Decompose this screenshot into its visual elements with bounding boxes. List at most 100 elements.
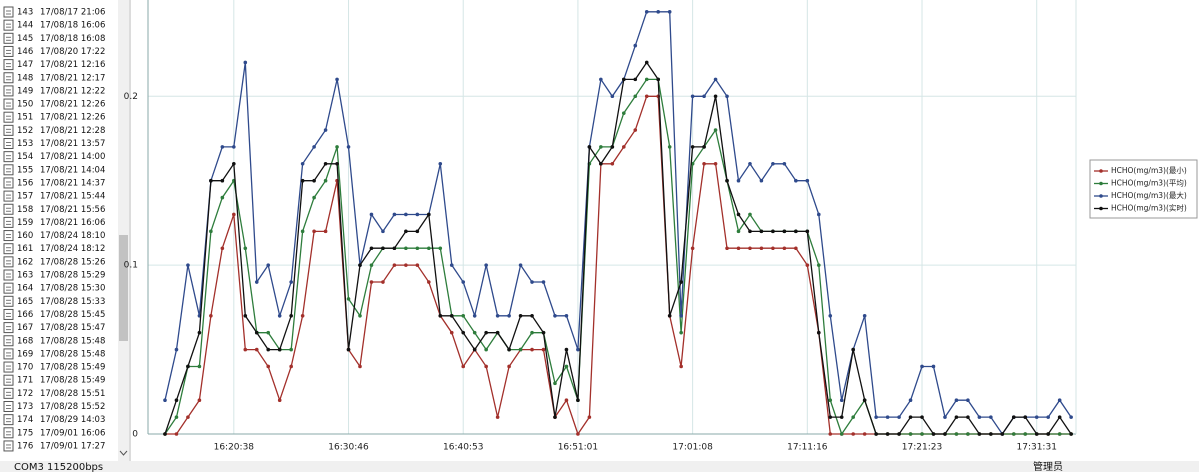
record-icon[interactable] [3, 124, 14, 136]
record-id[interactable]: 171 [17, 376, 33, 386]
record-time[interactable]: 17/08/21 12:26 [40, 113, 105, 123]
record-time[interactable]: 17/08/21 15:56 [40, 205, 105, 215]
record-time[interactable]: 17/08/28 15:29 [40, 271, 105, 281]
record-time[interactable]: 17/08/28 15:47 [40, 323, 105, 333]
record-icon[interactable] [3, 230, 14, 242]
record-time[interactable]: 17/08/20 17:22 [40, 47, 105, 57]
record-id[interactable]: 151 [17, 113, 33, 123]
record-icon[interactable] [3, 374, 14, 386]
record-icon[interactable] [3, 322, 14, 334]
record-id[interactable]: 167 [17, 323, 33, 333]
record-icon[interactable] [3, 243, 14, 255]
record-id[interactable]: 163 [17, 271, 33, 281]
record-icon[interactable] [3, 6, 14, 18]
record-icon[interactable] [3, 85, 14, 97]
record-id[interactable]: 175 [17, 428, 33, 438]
record-time[interactable]: 17/08/21 14:37 [40, 178, 105, 188]
record-id[interactable]: 165 [17, 297, 33, 307]
record-id[interactable]: 173 [17, 402, 33, 412]
record-id[interactable]: 144 [17, 21, 33, 31]
record-time[interactable]: 17/08/21 14:00 [40, 152, 105, 162]
record-id[interactable]: 159 [17, 218, 33, 228]
scroll-thumb[interactable] [119, 235, 128, 341]
record-time[interactable]: 17/08/28 15:26 [40, 257, 105, 267]
record-id[interactable]: 169 [17, 349, 33, 359]
record-icon[interactable] [3, 203, 14, 215]
record-time[interactable]: 17/09/01 16:06 [40, 428, 105, 438]
record-time[interactable]: 17/08/28 15:51 [40, 389, 105, 399]
record-time[interactable]: 17/08/21 12:28 [40, 126, 105, 136]
record-id[interactable]: 174 [17, 415, 33, 425]
record-time[interactable]: 17/08/28 15:49 [40, 376, 105, 386]
record-icon[interactable] [3, 72, 14, 84]
record-time[interactable]: 17/08/28 15:48 [40, 349, 105, 359]
record-time[interactable]: 17/08/21 12:26 [40, 100, 105, 110]
record-time[interactable]: 17/08/17 21:06 [40, 8, 105, 18]
record-icon[interactable] [3, 427, 14, 439]
record-time[interactable]: 17/08/28 15:49 [40, 363, 105, 373]
record-time[interactable]: 17/09/01 17:27 [40, 441, 105, 451]
record-icon[interactable] [3, 19, 14, 31]
record-icon[interactable] [3, 335, 14, 347]
record-time[interactable]: 17/08/28 15:48 [40, 336, 105, 346]
record-icon[interactable] [3, 387, 14, 399]
record-id[interactable]: 152 [17, 126, 33, 136]
record-time[interactable]: 17/08/28 15:33 [40, 297, 105, 307]
record-time[interactable]: 17/08/21 15:44 [40, 192, 105, 202]
record-id[interactable]: 160 [17, 231, 33, 241]
record-icon[interactable] [3, 164, 14, 176]
record-id[interactable]: 150 [17, 100, 33, 110]
record-id[interactable]: 166 [17, 310, 33, 320]
record-icon[interactable] [3, 45, 14, 57]
record-icon[interactable] [3, 190, 14, 202]
record-icon[interactable] [3, 269, 14, 281]
scrollbar[interactable] [118, 0, 129, 461]
record-id[interactable]: 161 [17, 244, 33, 254]
record-id[interactable]: 172 [17, 389, 33, 399]
record-id[interactable]: 168 [17, 336, 33, 346]
record-time[interactable]: 17/08/18 16:08 [40, 34, 105, 44]
record-time[interactable]: 17/08/21 12:22 [40, 86, 105, 96]
record-id[interactable]: 143 [17, 8, 33, 18]
record-id[interactable]: 154 [17, 152, 33, 162]
record-id[interactable]: 176 [17, 441, 33, 451]
record-time[interactable]: 17/08/21 16:06 [40, 218, 105, 228]
record-icon[interactable] [3, 361, 14, 373]
record-icon[interactable] [3, 151, 14, 163]
record-icon[interactable] [3, 401, 14, 412]
record-time[interactable]: 17/08/24 18:12 [40, 244, 105, 254]
record-icon[interactable] [3, 98, 14, 110]
record-icon[interactable] [3, 295, 14, 307]
record-id[interactable]: 155 [17, 165, 33, 175]
record-time[interactable]: 17/08/21 13:57 [40, 139, 105, 149]
record-icon[interactable] [3, 59, 14, 71]
scroll-down-arrow[interactable] [119, 450, 128, 456]
record-icon[interactable] [3, 348, 14, 360]
record-icon[interactable] [3, 138, 14, 149]
record-id[interactable]: 148 [17, 73, 33, 83]
record-time[interactable]: 17/08/18 16:06 [40, 21, 105, 31]
record-id[interactable]: 145 [17, 34, 33, 44]
record-id[interactable]: 170 [17, 363, 33, 373]
record-time[interactable]: 17/08/28 15:45 [40, 310, 105, 320]
record-time[interactable]: 17/08/21 14:04 [40, 165, 105, 175]
record-icon[interactable] [3, 216, 14, 228]
record-time[interactable]: 17/08/21 12:16 [40, 60, 105, 70]
record-time[interactable]: 17/08/29 14:03 [40, 415, 105, 425]
record-id[interactable]: 157 [17, 192, 33, 202]
record-icon[interactable] [3, 440, 14, 452]
record-icon[interactable] [3, 308, 14, 320]
record-time[interactable]: 17/08/28 15:52 [40, 402, 105, 412]
record-id[interactable]: 158 [17, 205, 33, 215]
record-icon[interactable] [3, 177, 14, 189]
record-icon[interactable] [3, 414, 14, 426]
record-icon[interactable] [3, 282, 14, 294]
record-id[interactable]: 147 [17, 60, 33, 70]
record-id[interactable]: 149 [17, 86, 33, 96]
record-id[interactable]: 164 [17, 284, 33, 294]
record-time[interactable]: 17/08/21 12:17 [40, 73, 105, 83]
record-time[interactable]: 17/08/28 15:30 [40, 284, 105, 294]
record-id[interactable]: 162 [17, 257, 33, 267]
record-time[interactable]: 17/08/24 18:10 [40, 231, 105, 241]
record-icon[interactable] [3, 111, 14, 123]
